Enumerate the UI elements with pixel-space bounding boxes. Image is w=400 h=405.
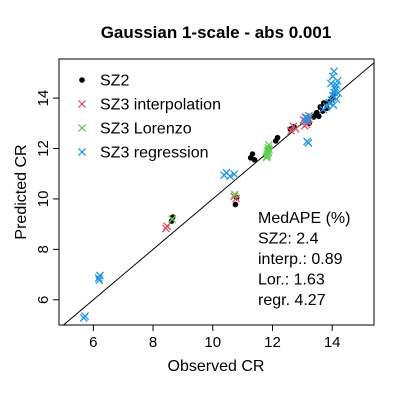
annotation-text: regr. 4.27 [258,292,326,309]
data-point [315,113,322,120]
annotation-text: Lor.: 1.63 [258,272,325,289]
data-point [230,170,239,179]
y-tick-label: 12 [35,140,52,157]
x-tick-label: 12 [264,334,281,351]
y-tick-label: 6 [35,296,52,304]
data-point [274,134,281,141]
x-axis-label: Observed CR [168,358,265,375]
data-point [232,201,239,208]
data-point [161,224,170,233]
data-point [327,96,336,105]
annotation-text: interp.: 0.89 [258,251,343,268]
data-point [329,67,339,76]
x-tick-label: 10 [204,334,221,351]
legend-marker [77,99,87,109]
data-point [226,172,235,181]
x-tick-label: 6 [89,334,97,351]
x-tick-label: 8 [149,334,157,351]
data-point [329,101,338,110]
plot-frame [58,58,375,326]
data-point [264,148,273,157]
data-point [303,137,312,146]
data-point [249,151,256,157]
data-point [304,111,313,120]
data-point [95,276,104,285]
data-point [168,215,177,224]
legend-marker [77,147,87,157]
identity-line [62,62,374,325]
data-point [163,222,172,231]
y-tick-label: 14 [35,90,52,107]
data-point [230,190,239,199]
y-tick-label: 10 [35,191,52,208]
data-point [328,72,337,81]
annotation-text: MedAPE (%) [258,210,350,227]
annotation-text: SZ2: 2.4 [258,231,319,248]
y-axis-label: Predicted CR [13,144,30,239]
legend-marker [77,123,87,133]
legend-label: SZ2 [100,73,129,90]
data-point [80,312,90,321]
data-point [291,124,300,133]
data-point [94,274,103,283]
legend-marker [79,77,85,83]
legend-label: SZ3 Lorenzo [100,121,192,138]
legend-label: SZ3 interpolation [100,97,221,114]
chart-title: Gaussian 1-scale - abs 0.001 [101,23,332,42]
legend-label: SZ3 regression [100,145,209,162]
data-point [264,145,273,154]
y-tick-label: 8 [35,245,52,253]
data-point [326,79,336,88]
data-point [251,157,258,163]
data-point [286,126,296,135]
data-point [332,95,341,104]
x-tick-label: 14 [324,334,341,351]
data-point [334,88,343,98]
data-point [322,102,331,111]
